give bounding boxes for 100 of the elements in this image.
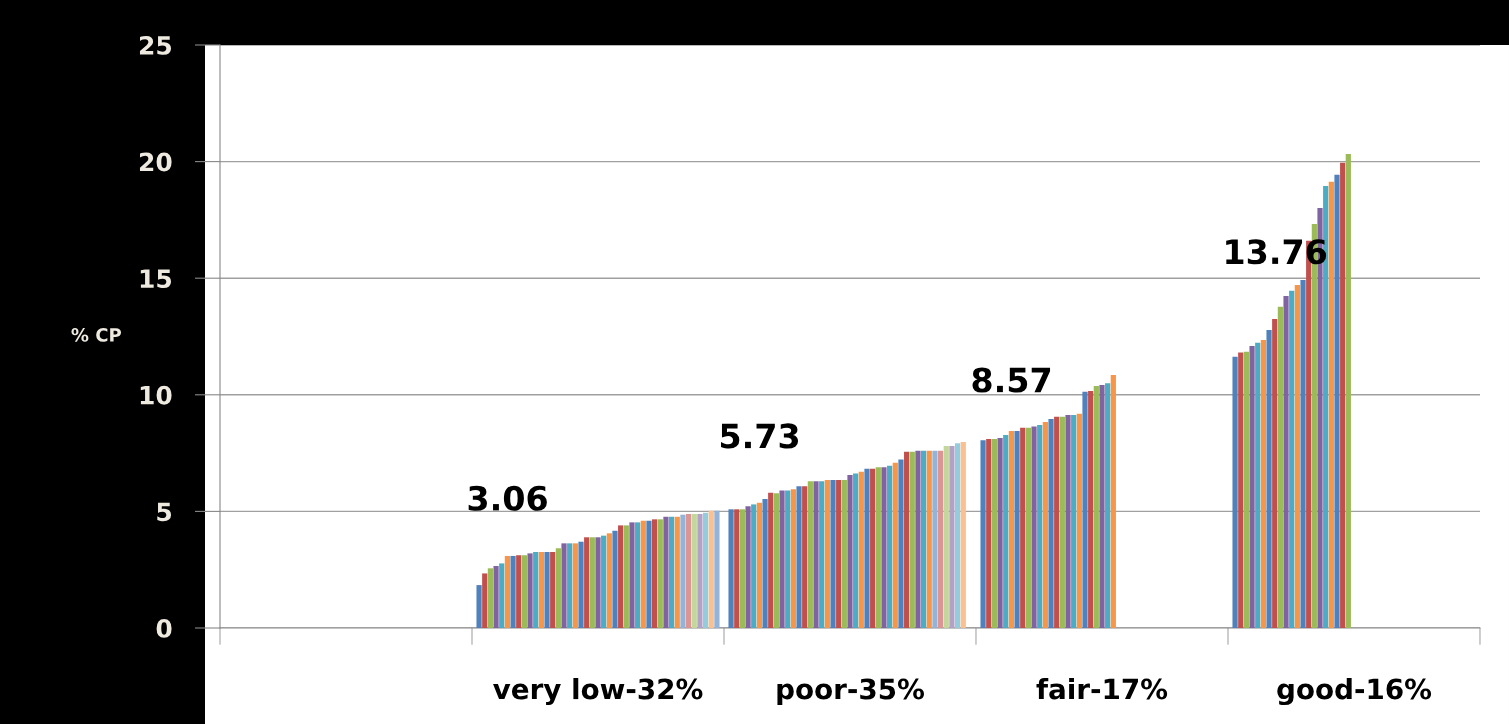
bar xyxy=(909,451,915,628)
bar xyxy=(739,509,746,628)
bar xyxy=(623,525,629,628)
bar xyxy=(1243,351,1250,628)
bar xyxy=(1014,430,1020,628)
bar xyxy=(1340,162,1346,628)
bar xyxy=(476,585,482,628)
bar xyxy=(1008,430,1014,628)
bar xyxy=(714,510,720,628)
bar xyxy=(516,555,522,628)
bar xyxy=(1110,374,1116,628)
bar xyxy=(702,512,709,628)
bar xyxy=(1238,352,1244,628)
bar xyxy=(1082,391,1088,628)
bar xyxy=(853,473,859,628)
bar xyxy=(1025,427,1031,628)
bar xyxy=(578,541,584,628)
bar xyxy=(1076,413,1082,628)
bar xyxy=(1020,427,1026,628)
y-tick-label: 0 xyxy=(156,618,172,638)
bar xyxy=(510,555,516,628)
bar xyxy=(680,514,686,628)
bar xyxy=(938,450,944,628)
bar xyxy=(663,516,669,628)
bar xyxy=(943,446,949,628)
bar xyxy=(847,475,853,628)
bar xyxy=(904,451,910,628)
annotation: 8.57 xyxy=(972,367,1051,393)
bar xyxy=(1260,340,1266,628)
bar xyxy=(881,467,887,628)
bar xyxy=(864,468,870,628)
bar xyxy=(504,555,510,628)
bar xyxy=(949,446,955,628)
bar xyxy=(980,440,986,628)
bar xyxy=(728,509,734,628)
x-tick-label: poor-35% xyxy=(777,678,924,705)
bar xyxy=(921,450,927,628)
bar xyxy=(657,519,663,628)
bar xyxy=(601,535,607,628)
x-tick-label: fair-17% xyxy=(1036,678,1168,700)
x-tick-label: very low-32% xyxy=(493,678,703,706)
y-tick-label: 5 xyxy=(157,502,172,522)
bar xyxy=(991,439,998,628)
bar xyxy=(768,492,774,628)
bar xyxy=(1272,319,1278,628)
bar xyxy=(538,551,544,628)
y-tick-label: 10 xyxy=(140,385,172,405)
bar xyxy=(1099,385,1105,628)
bar xyxy=(669,516,675,628)
bar xyxy=(606,533,612,628)
bar xyxy=(572,543,578,628)
bar xyxy=(870,468,876,628)
bar xyxy=(1042,422,1048,628)
bar xyxy=(493,565,499,628)
bar xyxy=(824,479,830,628)
bar xyxy=(1054,416,1060,628)
bar xyxy=(1093,385,1099,628)
bar xyxy=(1345,153,1351,628)
bar xyxy=(555,548,561,628)
bar xyxy=(1105,383,1111,628)
bar xyxy=(691,513,697,628)
bar xyxy=(997,437,1003,628)
bar xyxy=(841,479,847,628)
bar xyxy=(1266,329,1272,628)
bar xyxy=(686,513,692,628)
bar xyxy=(533,551,539,628)
x-tick-label: good-16% xyxy=(1277,678,1432,706)
bar xyxy=(1300,280,1306,628)
bar xyxy=(595,537,601,628)
bar xyxy=(790,489,796,628)
bar xyxy=(751,504,757,628)
bar xyxy=(1031,426,1037,628)
bar xyxy=(887,465,893,628)
bar xyxy=(892,462,898,628)
annotation: 5.73 xyxy=(721,423,799,449)
y-tick-label: 20 xyxy=(139,152,172,172)
bar xyxy=(1277,306,1283,628)
bar xyxy=(734,509,740,628)
bar xyxy=(584,537,590,628)
bar xyxy=(629,522,635,628)
bar xyxy=(1003,434,1009,628)
bar xyxy=(986,439,992,628)
bar xyxy=(762,499,768,628)
bar xyxy=(802,486,808,628)
bar xyxy=(960,441,966,628)
bar xyxy=(646,520,652,628)
bar xyxy=(1334,174,1340,628)
bar xyxy=(1289,290,1295,628)
bar xyxy=(1283,295,1289,628)
bar xyxy=(1255,342,1261,628)
bar xyxy=(674,516,680,628)
y-tick-label: 25 xyxy=(139,35,172,55)
bar xyxy=(926,450,932,628)
bar xyxy=(858,471,864,628)
bar xyxy=(618,525,624,628)
bar xyxy=(1232,356,1238,628)
bar xyxy=(561,543,567,628)
bar xyxy=(527,553,533,628)
bar xyxy=(550,551,556,628)
bar xyxy=(1048,419,1054,628)
